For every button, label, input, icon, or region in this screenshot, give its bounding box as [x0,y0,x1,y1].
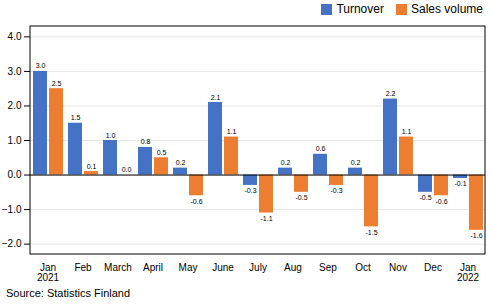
svg-text:June: June [212,262,234,273]
svg-text:3.0: 3.0 [36,62,46,69]
svg-text:March: March [104,262,132,273]
svg-text:1.0: 1.0 [106,132,116,139]
svg-text:4.0: 4.0 [8,31,22,42]
svg-text:0.1: 0.1 [87,163,97,170]
svg-text:0.2: 0.2 [351,159,361,166]
svg-text:0.2: 0.2 [281,159,291,166]
svg-text:-0.1: -0.1 [454,180,466,187]
svg-text:July: July [249,262,267,273]
svg-text:-0.6: -0.6 [435,198,447,205]
svg-text:Oct: Oct [355,262,371,273]
svg-text:1.1: 1.1 [402,128,412,135]
svg-text:1.0: 1.0 [8,135,22,146]
svg-text:0.0: 0.0 [122,166,132,173]
html-text:Turnover: Turnover [336,2,384,16]
svg-text:Nov: Nov [389,262,407,273]
svg-text:2.5: 2.5 [52,80,62,87]
svg-text:Jan2022: Jan2022 [457,262,480,283]
svg-text:-0.5: -0.5 [295,194,307,201]
svg-text:Aug: Aug [284,262,302,273]
svg-text:0.5: 0.5 [157,149,167,156]
svg-text:2.0: 2.0 [8,100,22,111]
svg-text:3.0: 3.0 [8,66,22,77]
svg-text:-1.6: -1.6 [470,232,482,239]
svg-text:-0.3: -0.3 [330,187,342,194]
svg-text:2.2: 2.2 [386,90,396,97]
svg-text:0.6: 0.6 [316,145,326,152]
svg-text:1.1: 1.1 [227,128,237,135]
svg-text:Jan2021: Jan2021 [37,262,60,283]
svg-text:Sep: Sep [319,262,337,273]
svg-text:1.5: 1.5 [71,114,81,121]
svg-text:-0.3: -0.3 [244,187,256,194]
html-text:Source: Statistics Finland: Source: Statistics Finland [6,287,131,299]
svg-text:Dec: Dec [424,262,442,273]
svg-text:-0.5: -0.5 [419,194,431,201]
svg-text:-0.6: -0.6 [190,198,202,205]
svg-text:Feb: Feb [74,262,92,273]
svg-text:−2.0: −2.0 [2,238,22,249]
svg-text:−1.0: −1.0 [2,204,22,215]
svg-text:2.1: 2.1 [211,94,221,101]
svg-text:0.0: 0.0 [8,169,22,180]
html-text:Sales volume: Sales volume [411,2,483,16]
svg-text:April: April [143,262,163,273]
svg-text:0.8: 0.8 [141,138,151,145]
svg-text:-1.5: -1.5 [365,229,377,236]
svg-text:-1.1: -1.1 [260,215,272,222]
svg-text:0.2: 0.2 [176,159,186,166]
svg-text:May: May [179,262,198,273]
